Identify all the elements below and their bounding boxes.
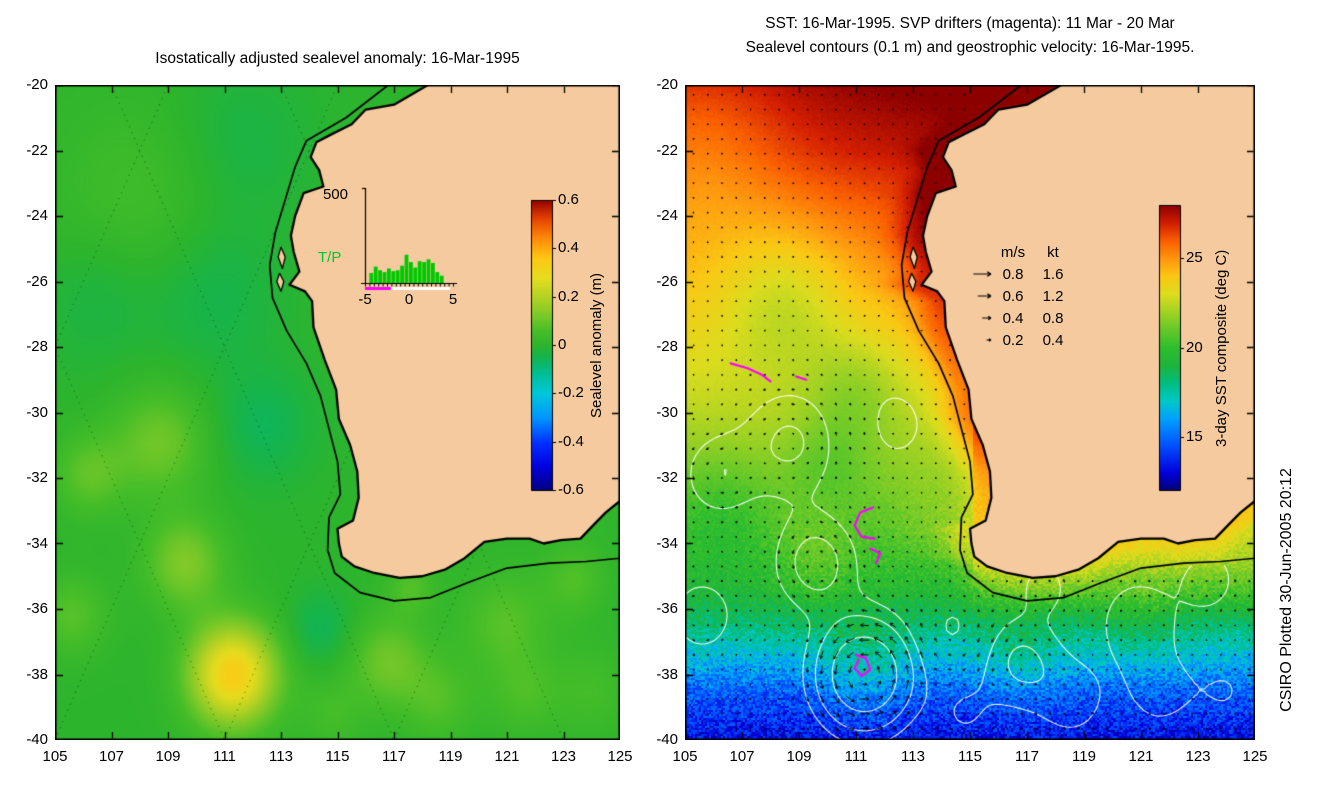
- x-tick-label: 107: [729, 748, 755, 765]
- inset-ymax-label: 500: [322, 186, 348, 203]
- colorbar-tick-label: -0.6: [558, 481, 584, 498]
- velocity-value-kt: 1.2: [1042, 287, 1064, 305]
- x-tick-label: 105: [672, 748, 698, 765]
- y-tick-label: -22: [26, 141, 48, 159]
- velocity-value-ms: 0.8: [1002, 265, 1024, 283]
- y-tick-label: -26: [656, 272, 678, 290]
- velocity-value-ms: 0.4: [1002, 309, 1024, 327]
- right-map-canvas: [685, 85, 1255, 740]
- y-tick-label: -34: [656, 534, 678, 552]
- y-tick-label: -30: [656, 403, 678, 421]
- right-colorbar-label: 3-day SST composite (deg C): [1213, 249, 1230, 447]
- inset-xtick-label: 5: [448, 291, 458, 308]
- velocity-legend: m/s kt 0.8 1.6 0.6 1.2 0.4 0.8 0.2 0.4: [993, 241, 1077, 351]
- x-tick-label: 125: [1242, 748, 1268, 765]
- colorbar-tick-label: -0.4: [558, 432, 584, 450]
- x-tick-label: 115: [325, 748, 350, 765]
- y-tick-label: -30: [26, 403, 48, 421]
- colorbar-tick-label: 0.2: [558, 287, 579, 305]
- x-tick-label: 109: [155, 748, 181, 765]
- velocity-legend-row: 0.8 1.6: [993, 263, 1077, 285]
- x-tick-label: 125: [607, 748, 633, 765]
- x-tick-label: 105: [42, 748, 68, 765]
- velocity-legend-row: 0.2 0.4: [993, 329, 1077, 351]
- x-tick-label: 109: [786, 748, 812, 765]
- colorbar-tick-label: 25: [1186, 249, 1203, 267]
- velocity-unit-kt: kt: [1047, 243, 1059, 261]
- velocity-value-ms: 0.2: [1002, 331, 1024, 349]
- colorbar-tick-label: -0.2: [558, 384, 584, 402]
- colorbar-tick-label: 0.4: [558, 239, 579, 257]
- inset-series-label: T/P: [318, 249, 342, 266]
- inset-xtick-label: 0: [404, 291, 414, 308]
- velocity-value-ms: 0.6: [1002, 287, 1024, 305]
- colorbar-tick-label: 0: [558, 336, 567, 353]
- x-tick-label: 107: [98, 748, 125, 765]
- x-tick-label: 113: [901, 748, 925, 765]
- x-tick-label: 111: [213, 748, 236, 765]
- left-colorbar-label: Sealevel anomaly (m): [588, 272, 605, 418]
- y-tick-label: -40: [656, 731, 678, 748]
- colorbar-tick-label: 15: [1186, 427, 1203, 445]
- y-tick-label: -24: [26, 207, 48, 224]
- x-tick-label: 123: [550, 748, 577, 765]
- y-tick-label: -36: [26, 600, 48, 617]
- y-tick-label: -22: [656, 141, 678, 159]
- y-tick-label: -38: [656, 665, 678, 683]
- left-map-canvas: [55, 85, 620, 740]
- y-tick-label: -38: [26, 665, 48, 683]
- y-tick-label: -20: [656, 76, 678, 93]
- inset-xtick-label: -5: [358, 291, 372, 308]
- colorbar-tick-label: 0.6: [558, 191, 579, 208]
- y-tick-label: -26: [26, 272, 48, 290]
- velocity-legend-row: 0.4 0.8: [993, 307, 1077, 329]
- y-tick-label: -36: [656, 600, 678, 617]
- velocity-value-kt: 1.6: [1042, 265, 1064, 283]
- x-tick-label: 111: [844, 748, 868, 765]
- y-tick-label: -34: [26, 534, 48, 552]
- y-tick-label: -28: [656, 338, 678, 355]
- velocity-unit-ms: m/s: [1000, 243, 1026, 261]
- x-tick-label: 115: [958, 748, 982, 765]
- x-tick-label: 121: [494, 748, 520, 765]
- x-tick-label: 117: [382, 748, 406, 765]
- y-tick-label: -20: [26, 76, 48, 93]
- right-panel-title-line2: Sealevel contours (0.1 m) and geostrophi…: [745, 39, 1195, 56]
- velocity-legend-row: 0.6 1.2: [993, 285, 1077, 307]
- plot-credit: CSIRO Plotted 30-Jun-2005 20:12: [1278, 468, 1295, 712]
- left-panel-title: Isostatically adjusted sealevel anomaly:…: [155, 50, 520, 67]
- x-tick-label: 117: [1015, 748, 1039, 765]
- x-tick-label: 123: [1185, 748, 1211, 765]
- x-tick-label: 121: [1128, 748, 1154, 765]
- velocity-value-kt: 0.8: [1042, 309, 1064, 327]
- y-tick-label: -32: [656, 469, 678, 486]
- velocity-value-kt: 0.4: [1042, 331, 1064, 349]
- x-tick-label: 113: [269, 748, 293, 765]
- x-tick-label: 119: [1072, 748, 1096, 765]
- y-tick-label: -28: [26, 338, 48, 355]
- y-tick-label: -24: [656, 207, 678, 224]
- y-tick-label: -40: [26, 731, 48, 748]
- x-tick-label: 119: [438, 748, 463, 765]
- y-tick-label: -32: [26, 469, 48, 486]
- colorbar-tick-label: 20: [1186, 338, 1203, 356]
- right-panel-title-line1: SST: 16-Mar-1995. SVP drifters (magenta)…: [765, 15, 1175, 32]
- velocity-legend-header: m/s kt: [993, 241, 1077, 263]
